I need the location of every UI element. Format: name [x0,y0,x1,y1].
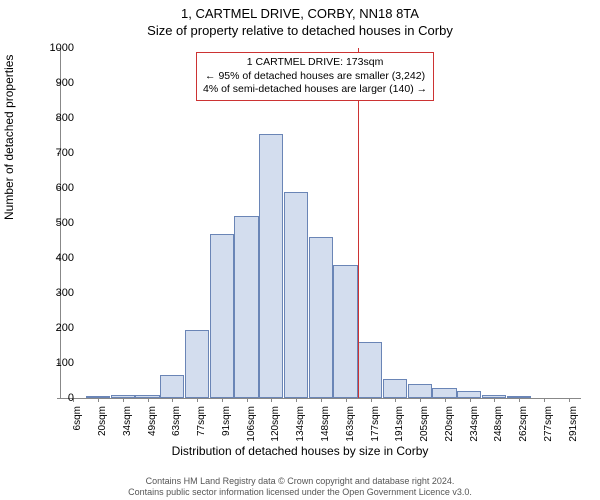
x-tick-mark [148,398,149,402]
x-tick-label: 77sqm [196,406,207,446]
annot-line1: 1 CARTMEL DRIVE: 173sqm [203,56,427,70]
x-tick-mark [494,398,495,402]
histogram-bar [333,265,357,398]
x-tick-label: 120sqm [270,406,281,446]
x-tick-label: 291sqm [568,406,579,446]
x-tick-label: 134sqm [295,406,306,446]
x-tick-label: 6sqm [72,406,83,446]
y-tick-label: 200 [38,322,74,334]
x-tick-label: 191sqm [394,406,405,446]
x-tick-mark [346,398,347,402]
x-tick-mark [569,398,570,402]
y-tick-label: 400 [38,252,74,264]
x-tick-label: 63sqm [171,406,182,446]
x-tick-mark [123,398,124,402]
x-tick-mark [445,398,446,402]
chart-title-address: 1, CARTMEL DRIVE, CORBY, NN18 8TA [0,0,600,21]
histogram-bar [234,216,258,398]
x-tick-label: 91sqm [221,406,232,446]
x-tick-mark [296,398,297,402]
annotation-box: 1 CARTMEL DRIVE: 173sqm← 95% of detached… [196,52,434,101]
y-tick-label: 700 [38,147,74,159]
x-tick-label: 205sqm [419,406,430,446]
y-axis-label: Number of detached properties [2,55,16,220]
histogram-bar [309,237,333,398]
annot-line3: 4% of semi-detached houses are larger (1… [203,83,427,97]
y-tick-label: 0 [38,392,74,404]
x-tick-mark [395,398,396,402]
histogram-bar [210,234,234,399]
x-tick-label: 49sqm [147,406,158,446]
chart-title-desc: Size of property relative to detached ho… [0,21,600,38]
y-tick-label: 800 [38,112,74,124]
x-tick-label: 277sqm [543,406,554,446]
x-tick-label: 234sqm [469,406,480,446]
x-tick-mark [371,398,372,402]
x-tick-label: 262sqm [518,406,529,446]
y-tick-label: 100 [38,357,74,369]
y-tick-label: 500 [38,217,74,229]
x-tick-mark [197,398,198,402]
x-tick-mark [222,398,223,402]
x-tick-mark [519,398,520,402]
histogram-bar [408,384,432,398]
x-tick-label: 106sqm [246,406,257,446]
x-tick-mark [420,398,421,402]
histogram-bar [160,375,184,398]
histogram-bar [284,192,308,399]
histogram-bar [358,342,382,398]
histogram-bar [457,391,481,398]
x-tick-label: 34sqm [122,406,133,446]
plot-area: 1 CARTMEL DRIVE: 173sqm← 95% of detached… [60,48,581,399]
histogram-bar [432,388,456,399]
y-tick-label: 300 [38,287,74,299]
footer-line1: Contains HM Land Registry data © Crown c… [0,476,600,487]
x-tick-mark [172,398,173,402]
histogram-bar [383,379,407,398]
x-tick-label: 148sqm [320,406,331,446]
y-tick-label: 1000 [38,42,74,54]
x-tick-mark [321,398,322,402]
x-tick-label: 20sqm [97,406,108,446]
footer-line2: Contains public sector information licen… [0,487,600,498]
x-tick-label: 163sqm [345,406,356,446]
histogram-bar [259,134,283,398]
y-tick-label: 900 [38,77,74,89]
x-tick-label: 248sqm [493,406,504,446]
x-tick-mark [98,398,99,402]
x-tick-label: 177sqm [370,406,381,446]
x-tick-label: 220sqm [444,406,455,446]
x-tick-mark [470,398,471,402]
footer-attribution: Contains HM Land Registry data © Crown c… [0,476,600,498]
annot-line2: ← 95% of detached houses are smaller (3,… [203,70,427,84]
chart-container: 1, CARTMEL DRIVE, CORBY, NN18 8TA Size o… [0,0,600,500]
x-tick-mark [544,398,545,402]
x-tick-mark [271,398,272,402]
x-tick-mark [247,398,248,402]
x-axis-label: Distribution of detached houses by size … [0,444,600,458]
y-tick-label: 600 [38,182,74,194]
histogram-bar [185,330,209,398]
